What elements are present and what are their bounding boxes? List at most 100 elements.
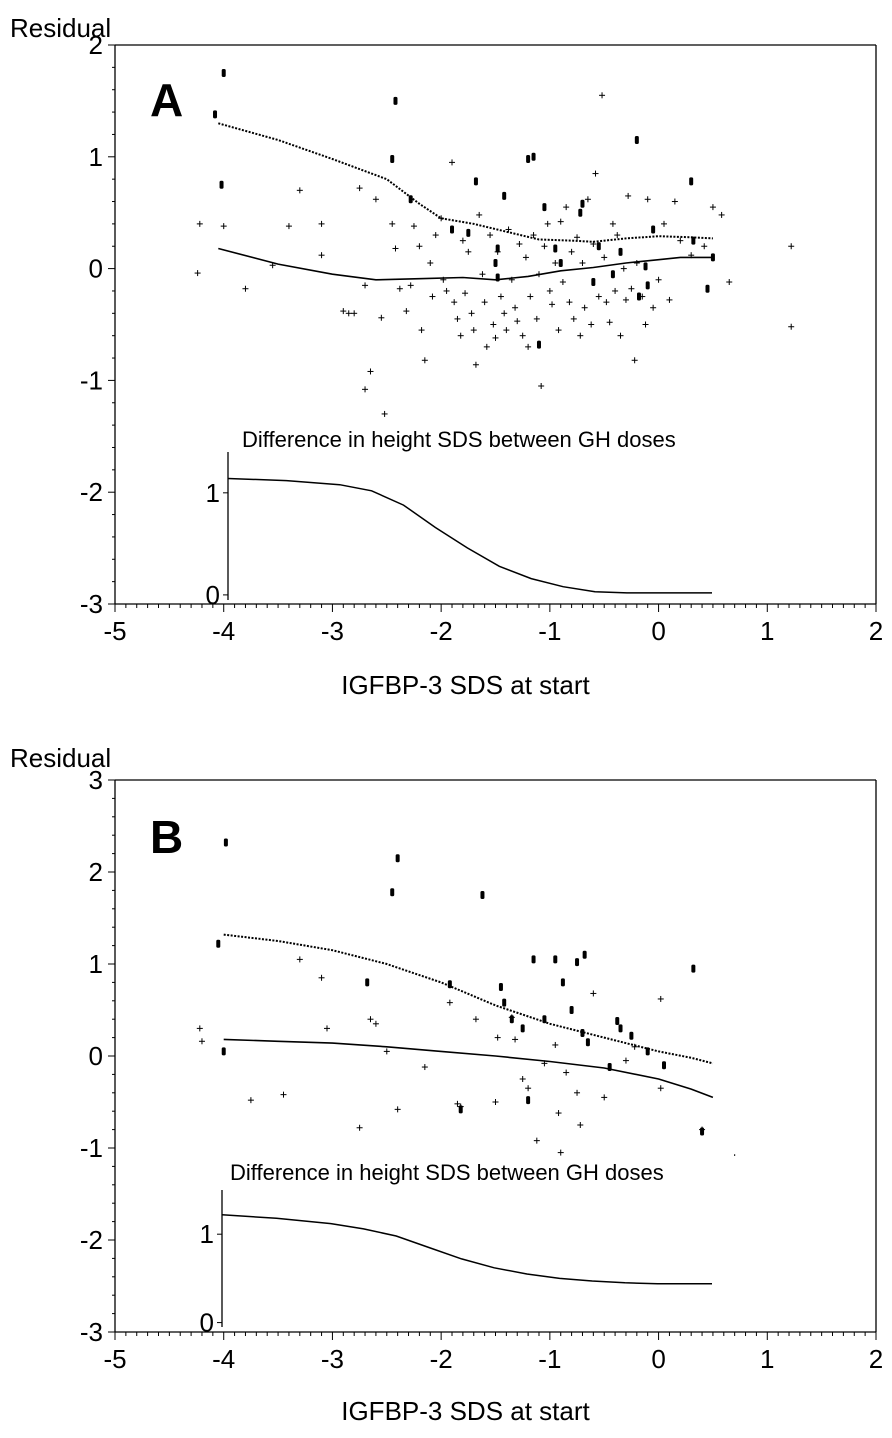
data-point-plus [541,243,548,250]
data-point-plus [533,1137,540,1144]
data-point-circle [447,980,452,989]
data-point-plus [394,1106,401,1113]
data-point-plus [631,357,638,364]
data-point-plus [446,999,453,1006]
data-point-circle [634,136,639,145]
data-point-plus [577,1122,584,1128]
data-point-circle [585,1038,590,1047]
data-point-plus [622,296,629,303]
data-point-plus [671,198,678,205]
data-point-circle [219,180,224,189]
data-point-plus [633,260,640,267]
series-1 [213,68,715,349]
data-point-plus [601,254,608,261]
data-point-plus [544,220,551,227]
inset-y-tick-label: 1 [200,1219,214,1249]
y-tick-label: -3 [80,1317,103,1347]
series-0 [194,92,795,417]
data-point-plus [372,1020,379,1027]
data-point-plus [657,1085,664,1092]
data-point-plus [625,192,632,199]
data-point-plus [497,293,504,300]
x-tick-label: -1 [538,1344,561,1374]
y-axis-title: Residual [10,743,111,773]
data-point-circle [591,278,596,287]
data-point-plus [701,243,708,250]
data-point-circle [643,262,648,271]
data-point-plus [546,287,553,294]
data-point-plus [459,237,466,244]
data-point-circle [531,152,536,161]
data-point-circle [390,155,395,164]
data-point-plus [220,223,227,230]
data-point-circle [223,838,228,847]
y-tick-label: 2 [89,30,103,60]
y-tick-label: -2 [80,1225,103,1255]
inset-difference-line [221,1213,712,1285]
data-point-plus [552,260,559,267]
data-point-circle [520,1024,525,1033]
data-point-plus [522,254,529,261]
data-point-plus [378,314,385,321]
data-point-plus [362,282,369,289]
data-point-plus [418,327,425,334]
x-tick-label: -5 [103,616,126,646]
data-point-plus [559,279,566,286]
data-point-circle [691,236,696,245]
data-point-circle [618,1024,623,1033]
data-point-plus [372,196,379,203]
data-point-circle [502,191,507,200]
data-point-plus [570,315,577,322]
data-point-plus [516,241,523,248]
y-tick-label: 3 [89,765,103,795]
data-point-plus [285,223,292,230]
data-point-plus [451,299,458,306]
data-point-plus [577,332,584,339]
data-point-circle [578,208,583,217]
data-point-plus [416,243,423,250]
data-point-plus [530,232,537,239]
data-point-plus [666,296,673,303]
data-point-plus [512,1036,519,1043]
data-point-plus [481,299,488,306]
x-tick-label: -2 [430,1344,453,1374]
data-point-plus [465,248,472,255]
data-point-circle [645,281,650,290]
data-point-circle [493,259,498,268]
series-2 [223,1038,714,1099]
data-point-circle [509,1015,514,1024]
data-point-plus [588,321,595,328]
data-point-plus [494,1034,501,1041]
data-point-plus [726,279,733,286]
data-point-plus [584,196,591,203]
data-point-plus [512,304,519,311]
data-point-plus [410,223,417,230]
y-tick-label: -1 [80,1133,103,1163]
data-point-circle [618,247,623,256]
data-point-plus [468,310,475,317]
data-point-plus [432,232,439,239]
y-tick-label: 0 [89,1041,103,1071]
data-point-circle [365,978,370,987]
data-point-plus [356,185,363,192]
data-point-plus [622,1057,629,1064]
data-point-circle [575,958,580,967]
data-point-plus [296,956,303,963]
data-point-plus [396,285,403,292]
y-tick-label: -3 [80,589,103,619]
data-point-plus [242,285,249,292]
data-point-circle [662,1061,667,1070]
x-axis-title: IGFBP-3 SDS at start [341,670,590,700]
data-point-plus [487,232,494,239]
data-point-plus [617,332,624,339]
data-point-plus [538,382,545,389]
data-point-circle [536,340,541,349]
data-point-plus [642,321,649,328]
data-point-plus [345,310,352,317]
data-point-plus [557,1149,564,1156]
data-point-plus [492,1099,499,1105]
data-point-plus [198,1038,205,1045]
data-point-circle [221,1047,226,1056]
